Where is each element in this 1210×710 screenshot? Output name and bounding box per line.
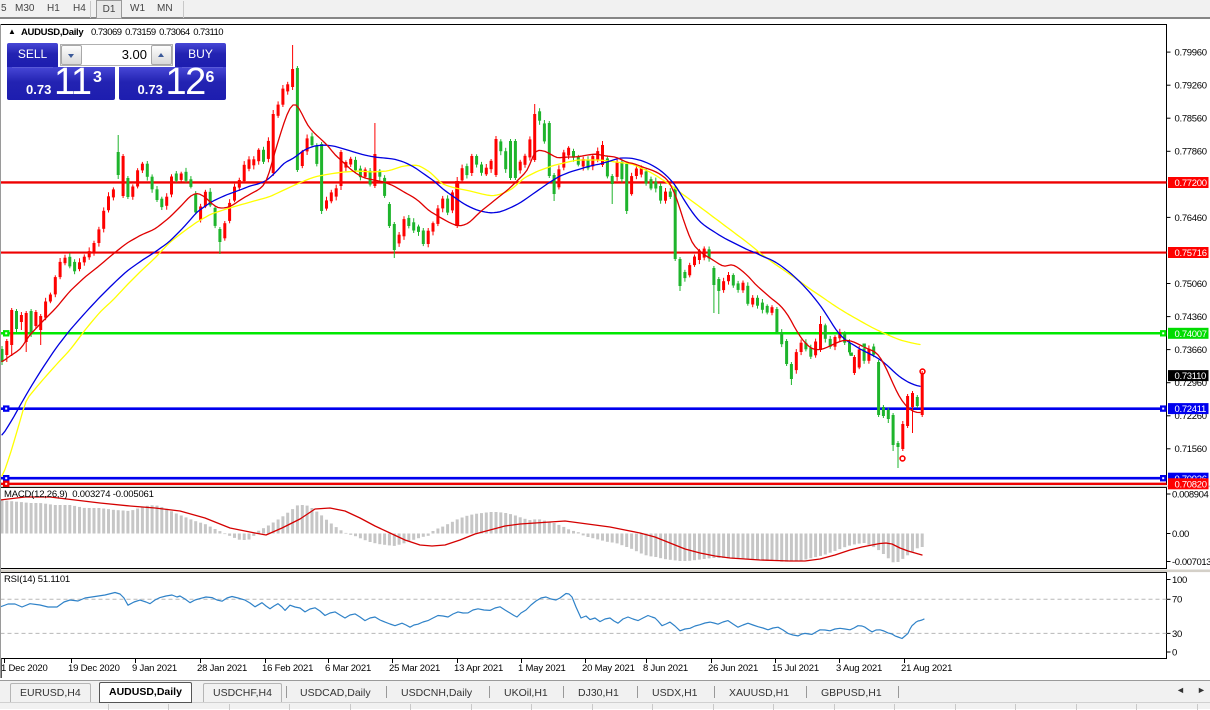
svg-text:28 Jan 2021: 28 Jan 2021 <box>197 663 247 674</box>
svg-text:0.73660: 0.73660 <box>1175 345 1207 356</box>
svg-text:15 Jul 2021: 15 Jul 2021 <box>772 663 819 674</box>
svg-text:6 Mar 2021: 6 Mar 2021 <box>325 663 371 674</box>
svg-text:0.79960: 0.79960 <box>1175 48 1207 59</box>
svg-text:0.75060: 0.75060 <box>1175 279 1207 290</box>
svg-text:0.75716: 0.75716 <box>1175 248 1207 259</box>
svg-text:20 May 2021: 20 May 2021 <box>582 663 635 674</box>
svg-text:0.73110: 0.73110 <box>1175 371 1207 382</box>
svg-text:1 Dec 2020: 1 Dec 2020 <box>1 663 48 674</box>
svg-text:9 Jan 2021: 9 Jan 2021 <box>132 663 177 674</box>
svg-text:0.71560: 0.71560 <box>1175 444 1207 455</box>
svg-text:1 May 2021: 1 May 2021 <box>518 663 566 674</box>
svg-text:21 Aug 2021: 21 Aug 2021 <box>901 663 952 674</box>
svg-text:0.77860: 0.77860 <box>1175 147 1207 158</box>
svg-text:30: 30 <box>1172 629 1182 640</box>
svg-text:RSI(14) 51.1101: RSI(14) 51.1101 <box>4 574 70 585</box>
svg-text:0.72960: 0.72960 <box>1175 378 1207 389</box>
svg-text:0.70820: 0.70820 <box>1175 479 1207 490</box>
svg-text:13 Apr 2021: 13 Apr 2021 <box>454 663 503 674</box>
svg-text:0.76460: 0.76460 <box>1175 213 1207 224</box>
svg-text:0.78560: 0.78560 <box>1175 114 1207 125</box>
svg-text:0.74007: 0.74007 <box>1175 329 1207 340</box>
svg-text:0: 0 <box>1172 647 1177 658</box>
svg-text:8 Jun 2021: 8 Jun 2021 <box>643 663 688 674</box>
svg-text:19 Dec 2020: 19 Dec 2020 <box>68 663 120 674</box>
svg-text:0.72260: 0.72260 <box>1175 411 1207 422</box>
svg-text:0.79260: 0.79260 <box>1175 81 1207 92</box>
svg-text:MACD(12,26,9) 0.003274 -0.005: MACD(12,26,9) 0.003274 -0.005061 <box>4 489 154 500</box>
svg-text:0.008904: 0.008904 <box>1172 489 1209 500</box>
svg-text:0.00: 0.00 <box>1172 529 1189 540</box>
svg-text:0.74360: 0.74360 <box>1175 312 1207 323</box>
svg-text:3 Aug 2021: 3 Aug 2021 <box>836 663 882 674</box>
svg-text:100: 100 <box>1172 575 1187 586</box>
svg-text:0.72411: 0.72411 <box>1175 404 1207 415</box>
svg-text:16 Feb 2021: 16 Feb 2021 <box>262 663 313 674</box>
svg-text:26 Jun 2021: 26 Jun 2021 <box>708 663 758 674</box>
svg-text:0.77200: 0.77200 <box>1175 178 1207 189</box>
svg-text:-0.007013: -0.007013 <box>1172 557 1210 568</box>
svg-text:70: 70 <box>1172 595 1182 606</box>
svg-text:25 Mar 2021: 25 Mar 2021 <box>389 663 440 674</box>
